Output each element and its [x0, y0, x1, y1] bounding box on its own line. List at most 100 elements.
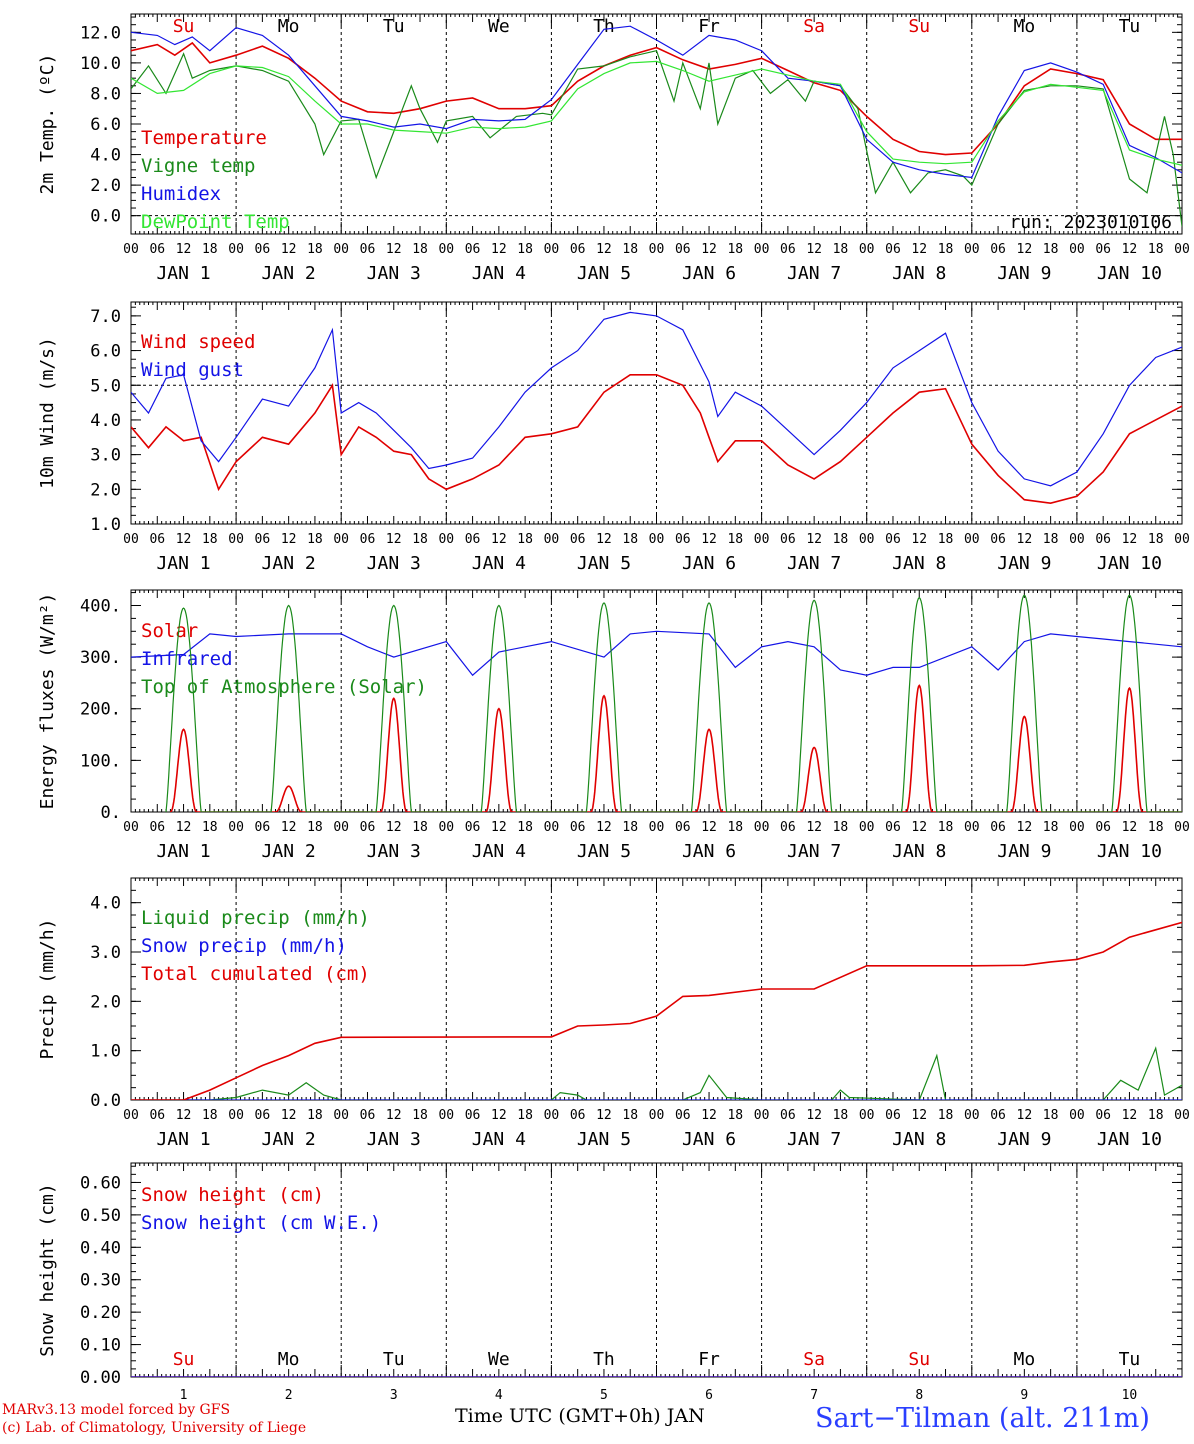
hour-tick-label: 12 [596, 1108, 612, 1123]
hour-tick-label: 18 [517, 820, 533, 835]
hour-tick-label: 00 [1174, 532, 1190, 547]
hour-tick-label: 12 [596, 532, 612, 547]
hour-tick-label: 06 [1095, 242, 1111, 257]
date-label: JAN 6 [682, 263, 736, 284]
hour-tick-label: 18 [517, 1108, 533, 1123]
hour-tick-label: 00 [1174, 820, 1190, 835]
hour-tick-label: 06 [675, 1108, 691, 1123]
weekday-label: Sa [803, 16, 825, 37]
hour-tick-label: 12 [911, 1108, 927, 1123]
hour-tick-label: 00 [123, 532, 139, 547]
hour-tick-label: 12 [386, 532, 402, 547]
hour-tick-label: 06 [360, 1108, 376, 1123]
hour-tick-label: 06 [360, 532, 376, 547]
weekday-label: Mo [1014, 16, 1036, 37]
model-credit: MARv3.13 model forced by GFS [2, 1402, 231, 1418]
y-tick-label: 4.0 [90, 894, 121, 914]
date-label: JAN 6 [682, 553, 736, 574]
hour-tick-label: 00 [964, 242, 980, 257]
hour-tick-label: 18 [202, 820, 218, 835]
hour-tick-label: 12 [491, 820, 507, 835]
day-number-label: 5 [600, 1388, 608, 1403]
hour-tick-label: 00 [1069, 1108, 1085, 1123]
series-line-vigne-temp [131, 49, 1182, 227]
hour-tick-label: 00 [228, 1108, 244, 1123]
y-tick-label: 0.0 [90, 1091, 121, 1111]
hour-tick-label: 18 [412, 820, 428, 835]
hour-tick-label: 12 [281, 532, 297, 547]
panel-5: 0.00 0.10 0.20 0.30 0.40 0.50 0.60 Snow height … [37, 1162, 1183, 1403]
y-tick-label: 3.0 [90, 446, 121, 466]
date-label: JAN 3 [367, 841, 421, 862]
hour-tick-label: 18 [727, 1108, 743, 1123]
y-axis-label: 10m Wind (m/s) [37, 337, 58, 489]
y-tick-label: 2.0 [90, 992, 121, 1012]
hour-tick-label: 06 [255, 242, 271, 257]
hour-tick-label: 18 [1043, 532, 1059, 547]
hour-tick-label: 12 [596, 820, 612, 835]
hour-tick-label: 06 [465, 820, 481, 835]
date-label: JAN 5 [577, 1129, 631, 1150]
hour-tick-label: 06 [360, 820, 376, 835]
date-label: JAN 1 [156, 841, 210, 862]
hour-tick-label: 12 [806, 820, 822, 835]
hour-tick-label: 12 [701, 820, 717, 835]
hour-tick-label: 00 [754, 242, 770, 257]
y-tick-label: 4.0 [90, 146, 121, 166]
weekday-label: Fr [698, 16, 720, 37]
day-number-label: 7 [810, 1388, 818, 1403]
hour-tick-label: 00 [754, 1108, 770, 1123]
day-number-label: 1 [180, 1388, 188, 1403]
legend-entry: Humidex [141, 183, 221, 205]
hour-tick-label: 00 [544, 820, 560, 835]
hour-tick-label: 12 [596, 242, 612, 257]
date-label: JAN 4 [472, 1129, 526, 1150]
date-label: JAN 1 [156, 1129, 210, 1150]
date-label: JAN 8 [892, 1129, 946, 1150]
hour-tick-label: 06 [990, 242, 1006, 257]
hour-tick-label: 18 [517, 242, 533, 257]
hour-tick-label: 06 [780, 532, 796, 547]
hour-tick-label: 18 [307, 1108, 323, 1123]
legend-entry: Wind gust [141, 359, 244, 381]
hour-tick-label: 06 [465, 242, 481, 257]
hour-tick-label: 12 [911, 820, 927, 835]
legend-entry: Top of Atmosphere (Solar) [141, 676, 427, 698]
y-tick-label: 6.0 [90, 342, 121, 362]
legend-entry: Temperature [141, 127, 267, 149]
hour-tick-label: 06 [570, 1108, 586, 1123]
hour-tick-label: 12 [281, 1108, 297, 1123]
hour-tick-label: 12 [1017, 242, 1033, 257]
hour-tick-label: 06 [780, 242, 796, 257]
time-axis-label: Time UTC (GMT+0h) JAN [455, 1405, 705, 1427]
hour-tick-label: 00 [859, 242, 875, 257]
y-tick-label: 200. [80, 700, 121, 720]
legend-entry: Snow height (cm) [141, 1184, 324, 1206]
day-number-label: 9 [1020, 1388, 1028, 1403]
date-label: JAN 10 [1097, 1129, 1162, 1150]
legend-entry: Vigne temp [141, 155, 255, 177]
hour-tick-label: 12 [491, 1108, 507, 1123]
hour-tick-label: 00 [333, 1108, 349, 1123]
weekday-label: Th [593, 1349, 615, 1370]
hour-tick-label: 18 [833, 1108, 849, 1123]
date-label: JAN 10 [1097, 553, 1162, 574]
hour-tick-label: 18 [1148, 1108, 1164, 1123]
hour-tick-label: 18 [622, 242, 638, 257]
hour-tick-label: 00 [859, 1108, 875, 1123]
series-line-top-of-atmosphere-solar- [165, 594, 1182, 812]
hour-tick-label: 18 [622, 820, 638, 835]
hour-tick-label: 18 [412, 532, 428, 547]
hour-tick-label: 06 [570, 820, 586, 835]
hour-tick-label: 06 [360, 242, 376, 257]
hour-tick-label: 12 [1017, 532, 1033, 547]
lab-credit: (c) Lab. of Climatology, University of L… [2, 1420, 307, 1436]
hour-tick-label: 06 [255, 1108, 271, 1123]
hour-tick-label: 06 [990, 820, 1006, 835]
legend-entry: Total cumulated (cm) [141, 963, 370, 985]
hour-tick-label: 06 [675, 820, 691, 835]
hour-tick-label: 12 [176, 820, 192, 835]
hour-tick-label: 18 [938, 532, 954, 547]
